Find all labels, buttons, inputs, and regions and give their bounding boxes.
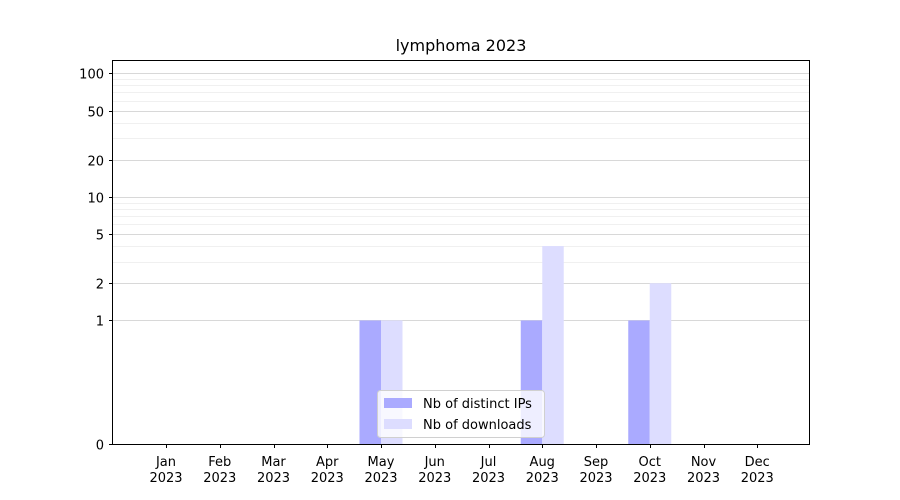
x-tick-label-month: Apr — [316, 455, 339, 470]
legend-swatch — [384, 419, 412, 429]
legend-box — [377, 390, 545, 438]
x-tick-label-month: Jan — [155, 455, 176, 470]
y-tick-label: 0 — [96, 439, 104, 454]
bar — [542, 246, 564, 444]
y-tick-label: 1 — [96, 315, 104, 330]
x-tick-label-month: Sep — [584, 455, 609, 470]
x-tick-label-year: 2023 — [418, 471, 451, 486]
x-tick-label-month: May — [368, 455, 395, 470]
x-tick-label-month: Oct — [639, 455, 661, 470]
x-tick-label-year: 2023 — [364, 471, 397, 486]
legend: Nb of distinct IPs Nb of downloads — [377, 390, 545, 438]
x-tick-label-year: 2023 — [472, 471, 505, 486]
x-tick-label-year: 2023 — [741, 471, 774, 486]
y-tick-label: 100 — [79, 68, 104, 83]
y-tick-label: 20 — [87, 155, 104, 170]
plot-frame — [112, 60, 810, 445]
y-tick-label: 50 — [87, 106, 104, 121]
x-tick-label-year: 2023 — [257, 471, 290, 486]
bar — [628, 320, 650, 444]
y-tick-label: 5 — [96, 229, 104, 244]
y-tick-label: 10 — [87, 192, 104, 207]
y-tick-label: 2 — [96, 278, 104, 293]
legend-label: Nb of downloads — [423, 418, 532, 433]
x-tick-label-month: Aug — [530, 455, 555, 470]
x-tick-label-month: Jul — [480, 455, 497, 470]
x-tick-label-month: Mar — [261, 455, 286, 470]
x-tick-label-year: 2023 — [526, 471, 559, 486]
x-tick-label-year: 2023 — [149, 471, 182, 486]
bar — [649, 283, 672, 444]
legend-swatch — [384, 398, 412, 408]
x-tick-label-month: Dec — [745, 455, 770, 470]
grid-layer — [113, 73, 809, 321]
x-tick-label-year: 2023 — [579, 471, 612, 486]
axis-layer: 0125102050100Jan2023Feb2023Mar2023Apr202… — [79, 68, 774, 487]
x-tick-label-year: 2023 — [687, 471, 720, 486]
bar — [359, 320, 381, 444]
x-tick-label-year: 2023 — [203, 471, 236, 486]
x-tick-label-year: 2023 — [311, 471, 344, 486]
x-tick-label-month: Nov — [691, 455, 717, 470]
x-tick-label-month: Feb — [208, 455, 231, 470]
x-tick-label-month: Jun — [424, 455, 445, 470]
x-tick-label-year: 2023 — [633, 471, 666, 486]
legend-label: Nb of distinct IPs — [423, 397, 532, 412]
chart-title: lymphoma 2023 — [396, 36, 527, 55]
